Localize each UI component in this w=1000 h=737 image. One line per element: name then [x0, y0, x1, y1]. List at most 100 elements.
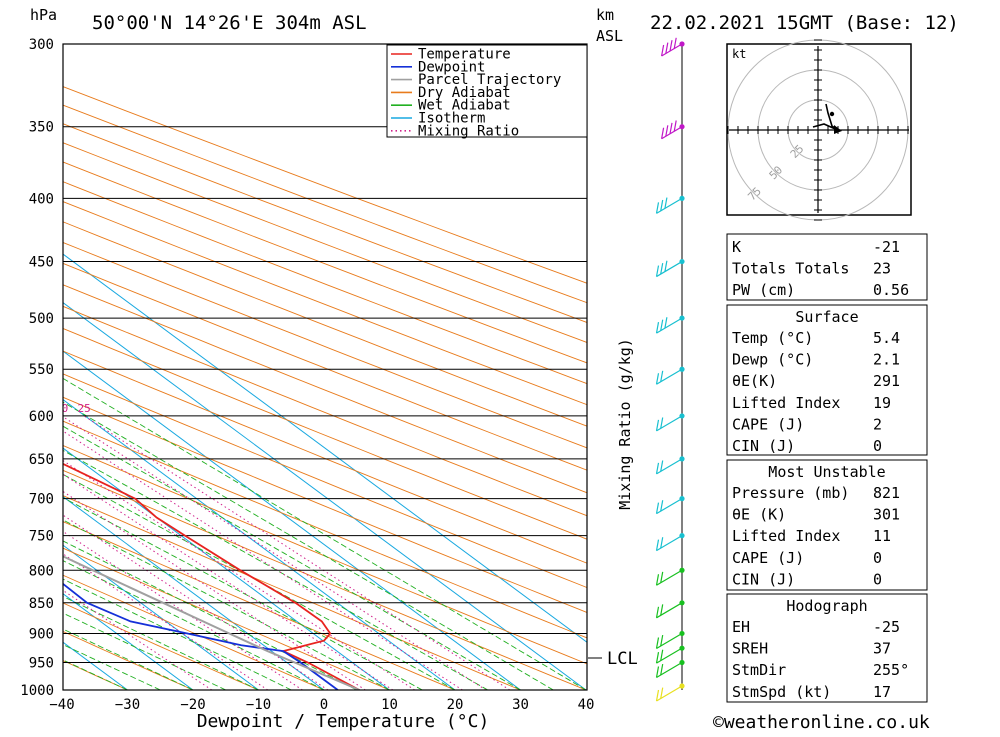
wet-adiabat-line: [63, 612, 226, 690]
wind-barb-feather: [660, 537, 664, 549]
wind-barb-feather: [655, 419, 660, 432]
wind-barb: [655, 600, 685, 619]
plot-area: 12346810162025: [63, 44, 587, 690]
index-label: StmDir: [732, 661, 786, 679]
index-value: 2: [873, 415, 882, 433]
hodograph-point: [829, 111, 835, 117]
index-section-title: Surface: [795, 308, 858, 326]
wind-barb-staff: [661, 126, 683, 140]
wind-barb: [655, 683, 685, 702]
legend-box: [386, 44, 588, 138]
wet-adiabat-line: [63, 401, 554, 690]
wind-barb: [655, 315, 685, 334]
wind-barb-feather: [655, 265, 660, 277]
pressure-unit-label: hPa: [30, 6, 57, 24]
isotherm-line: [63, 447, 390, 690]
temperature-tick-label: 10: [381, 697, 398, 713]
wind-barb-feather: [660, 370, 664, 382]
wind-barb-staff: [656, 261, 683, 278]
dry-adiabat-line: [63, 86, 587, 284]
wind-barb-staff: [661, 43, 683, 57]
wind-barb-feather: [660, 460, 664, 472]
temperature-tick-label: 0: [320, 697, 328, 713]
dry-adiabat-line: [63, 142, 587, 343]
wind-barb: [655, 258, 685, 278]
wind-barb-feather: [655, 637, 660, 649]
index-label: SREH: [732, 640, 768, 658]
isotherm-line: [63, 350, 521, 690]
temperature-tick-label: −40: [49, 697, 74, 713]
index-table-box: [726, 459, 928, 591]
dry-adiabat-line: [63, 660, 128, 690]
wind-barb-feather: [655, 502, 660, 514]
wet-adiabat-line: [63, 519, 390, 690]
wind-barb-staff: [656, 498, 683, 515]
index-label: CAPE (J): [732, 415, 804, 433]
temperature-tick-label: −20: [180, 697, 205, 713]
dry-adiabat-line: [63, 521, 456, 690]
legend-label: Parcel Trajectory: [418, 72, 561, 88]
series-line-parcel-trajectory: [63, 555, 360, 690]
wind-barb-feather: [660, 500, 664, 512]
x-axis-label: Dewpoint / Temperature (°C): [197, 711, 490, 732]
station-location: 50°00'N 14°26'E 304m ASL: [92, 12, 367, 34]
index-label: CIN (J): [732, 437, 795, 455]
dry-adiabat-line: [63, 444, 587, 665]
km-label: km: [596, 6, 614, 24]
temperature-tick-label: 30: [512, 697, 529, 713]
wind-barb: [655, 413, 685, 432]
wind-barb-feather: [660, 649, 664, 661]
index-value: 821: [873, 484, 900, 502]
wind-barb-feather: [660, 634, 664, 647]
wind-barb-feather: [660, 604, 664, 616]
index-value: 19: [873, 394, 891, 412]
hodograph-storm-motion: [834, 125, 842, 134]
wind-barb-staff: [656, 415, 683, 432]
mixing-ratio-line: [63, 473, 394, 690]
index-value: 37: [873, 640, 891, 658]
index-label: Pressure (mb): [732, 484, 849, 502]
index-value: 255°: [873, 661, 909, 679]
wet-adiabat-line: [63, 644, 161, 690]
wind-barb-staff: [656, 458, 683, 475]
temperature-tick-label: 20: [447, 697, 464, 713]
wind-barb-staff: [656, 569, 683, 586]
legend-label: Temperature: [418, 47, 511, 63]
wind-barb: [655, 366, 685, 385]
wind-barb-staff: [656, 317, 683, 334]
mixing-ratio-labels: 12346810162025: [63, 402, 91, 415]
mixing-ratio-lines: [63, 415, 511, 690]
wind-barb-staff: [656, 602, 683, 619]
mixing-ratio-line: [63, 490, 366, 690]
index-label: K: [732, 238, 741, 256]
index-tables: K -21 Totals Totals 23 PW (cm) 0.56 Surface Tem…: [726, 233, 928, 703]
mixing-ratio-line: [63, 460, 415, 690]
legend-label: Isotherm: [418, 111, 485, 127]
index-label: Lifted Index: [732, 394, 840, 412]
plot-frame: [62, 43, 588, 691]
wind-barb-staff: [656, 632, 683, 649]
index-value: 2.1: [873, 351, 900, 369]
isotherm-line: [63, 301, 587, 690]
dry-adiabat-line: [63, 396, 587, 613]
wind-barb-feather: [655, 689, 660, 702]
wind-barb-staff: [656, 685, 683, 702]
temperature-tick-label: −10: [246, 697, 271, 713]
wet-adiabat-line: [63, 659, 128, 690]
pressure-tick-label: 400: [29, 191, 54, 207]
series-line-temperature: [63, 462, 360, 690]
wet-adiabat-lines: [63, 377, 587, 690]
wet-adiabat-line: [63, 377, 587, 690]
lcl-label: LCL: [607, 649, 638, 669]
index-label: Totals Totals: [732, 260, 849, 278]
dry-adiabat-line: [63, 123, 587, 323]
index-label: Temp (°C): [732, 329, 813, 347]
wind-barb-feather: [664, 260, 668, 272]
wind-barb-staff: [656, 661, 683, 678]
index-value: 17: [873, 683, 891, 701]
isotherm-line: [63, 253, 587, 643]
isotherm-line: [63, 496, 325, 690]
wind-barb-feather: [660, 263, 664, 275]
wind-barb-feather: [655, 652, 660, 664]
